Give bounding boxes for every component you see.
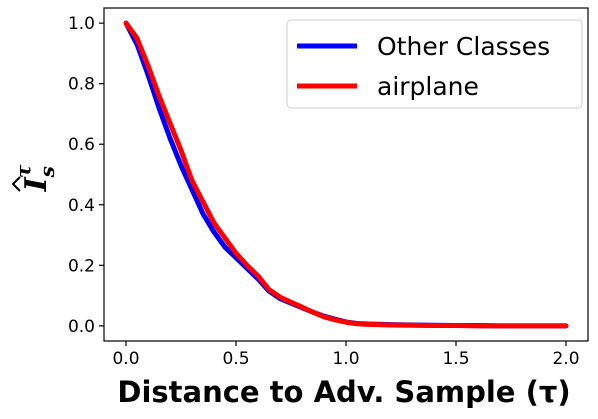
y-label-hat: [11, 176, 21, 192]
y-label-subscript: s: [35, 166, 59, 178]
legend-label-1: Other Classes: [377, 32, 550, 61]
x-tick-label-2: 0.5: [222, 349, 249, 369]
y-tick-label-1: 0.0: [68, 317, 95, 337]
y-tick-label-6: 1.0: [68, 14, 95, 34]
y-label-base: I: [19, 176, 54, 192]
legend: Other Classes airplane: [286, 19, 583, 109]
x-tick-label-5: 2.0: [552, 349, 579, 369]
x-tick-label-1: 0.0: [112, 349, 139, 369]
y-tick-label-5: 0.8: [68, 75, 95, 95]
legend-box: [286, 19, 583, 109]
y-tick-label-4: 0.6: [68, 135, 95, 155]
x-axis-label: Distance to Adv. Sample (τ): [117, 375, 570, 409]
y-axis-label-main: Isτ: [11, 164, 59, 192]
legend-label-2: airplane: [377, 72, 479, 101]
y-label-superscript: τ: [11, 164, 35, 178]
y-axis-label: Isτ: [11, 164, 59, 192]
series-layer: [123, 20, 569, 329]
series-line-2: [123, 20, 569, 329]
x-tick-label-4: 1.5: [442, 349, 469, 369]
y-tick-label-3: 0.4: [68, 196, 95, 216]
y-tick-label-2: 0.2: [68, 256, 95, 276]
axis-layer: 0.0 0.5 1.0 1.5 2.0 0.0 0.2 0.4 0.6 0.8 1.0: [68, 7, 589, 369]
x-tick-label-3: 1.0: [332, 349, 359, 369]
